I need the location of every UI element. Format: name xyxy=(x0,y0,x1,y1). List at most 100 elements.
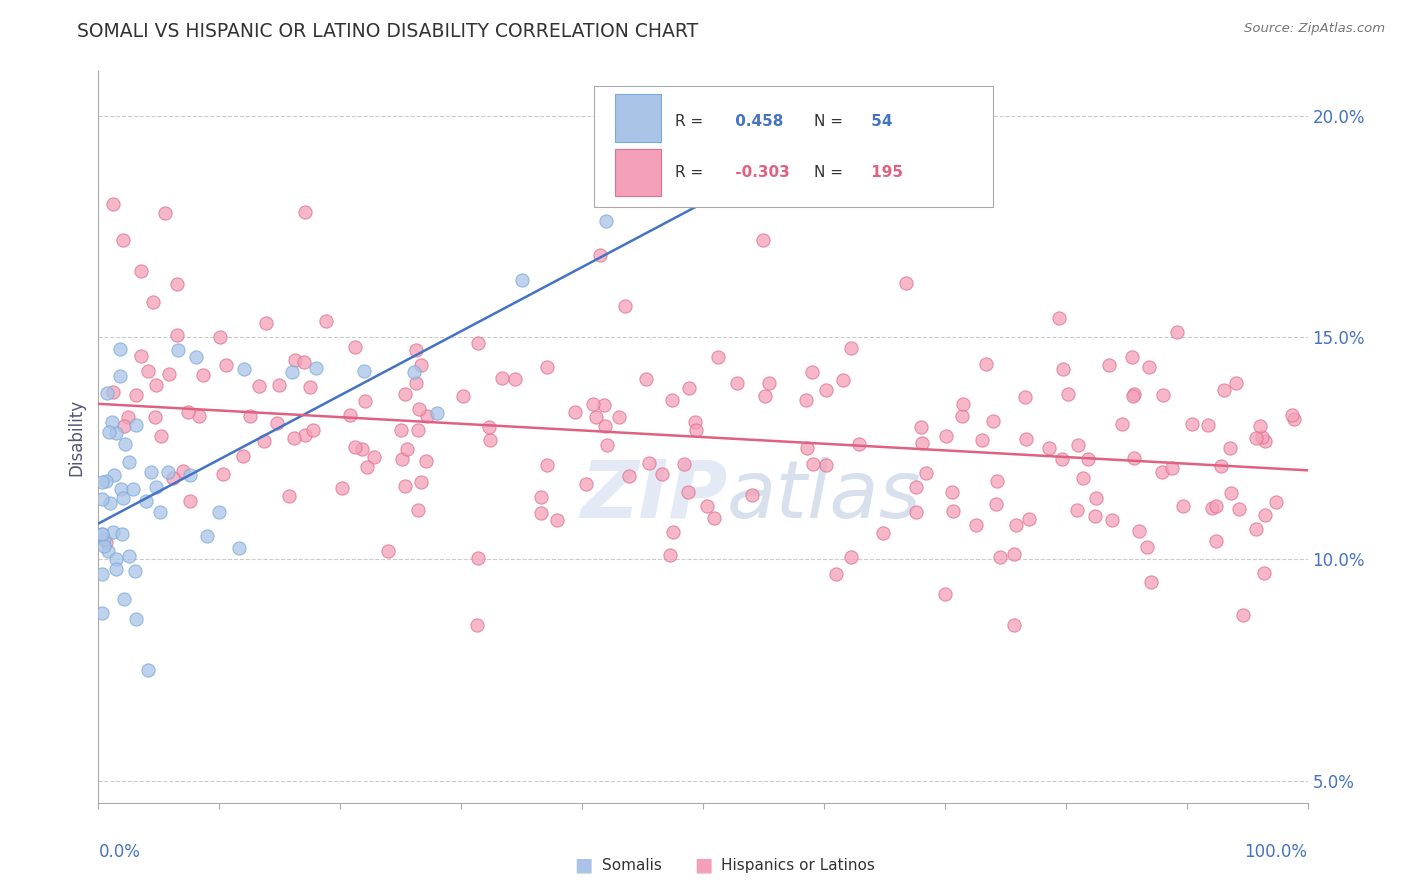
Point xyxy=(1205,533,1227,548)
Point xyxy=(758,376,780,390)
Point xyxy=(415,454,437,468)
Point xyxy=(105,426,128,441)
Point xyxy=(1264,494,1286,508)
Point xyxy=(546,513,568,527)
Text: ZIP: ZIP xyxy=(579,457,727,534)
Point xyxy=(141,465,163,479)
Point xyxy=(970,433,993,447)
Point xyxy=(814,458,837,472)
Point xyxy=(91,527,114,541)
Point xyxy=(479,433,502,447)
Point xyxy=(1057,387,1080,401)
Point xyxy=(125,417,148,432)
Point xyxy=(839,341,862,355)
Point xyxy=(344,440,367,454)
Point xyxy=(1205,500,1227,514)
Text: Hispanics or Latinos: Hispanics or Latinos xyxy=(721,858,875,872)
Point xyxy=(110,343,132,357)
Point xyxy=(93,539,115,553)
Point xyxy=(685,423,707,437)
Point xyxy=(725,376,748,390)
Point xyxy=(124,564,146,578)
Point xyxy=(284,352,307,367)
Point xyxy=(914,466,936,480)
Point xyxy=(111,233,134,247)
Point xyxy=(294,428,316,442)
Point xyxy=(1084,491,1107,505)
Point xyxy=(247,379,270,393)
Point xyxy=(582,396,605,410)
Point xyxy=(536,458,558,472)
Point xyxy=(408,402,430,417)
Point xyxy=(294,205,316,219)
Point xyxy=(1219,441,1241,455)
Point xyxy=(98,425,121,440)
Point xyxy=(305,360,328,375)
Point xyxy=(125,388,148,402)
Point xyxy=(110,482,132,496)
Point xyxy=(839,549,862,564)
Point xyxy=(754,389,776,403)
Point xyxy=(703,511,725,525)
Point xyxy=(575,477,598,491)
Point xyxy=(1211,458,1233,473)
Point xyxy=(409,358,432,372)
Point xyxy=(142,294,165,309)
Point xyxy=(752,233,775,247)
Point xyxy=(658,548,681,562)
Point xyxy=(935,429,957,443)
Point xyxy=(215,358,238,372)
Point xyxy=(974,358,997,372)
Point xyxy=(776,148,799,162)
Point xyxy=(111,527,134,541)
Point xyxy=(96,385,118,400)
Point xyxy=(986,474,1008,488)
Point xyxy=(1160,461,1182,475)
Point xyxy=(1111,417,1133,432)
Point xyxy=(904,505,927,519)
Point xyxy=(1244,523,1267,537)
Text: ■: ■ xyxy=(693,855,713,875)
Point xyxy=(1181,417,1204,431)
Point xyxy=(1101,513,1123,527)
Point xyxy=(683,415,706,429)
Point xyxy=(673,457,696,471)
Point xyxy=(1250,429,1272,443)
Point xyxy=(208,504,231,518)
Point xyxy=(103,468,125,483)
Text: N =: N = xyxy=(814,114,844,128)
Point xyxy=(619,469,641,483)
Point xyxy=(108,368,131,383)
Point xyxy=(91,567,114,582)
Point xyxy=(356,460,378,475)
Point xyxy=(1097,359,1119,373)
Point xyxy=(143,409,166,424)
Text: 0.458: 0.458 xyxy=(730,114,783,128)
Point xyxy=(103,525,125,540)
Point xyxy=(1225,376,1247,391)
Point xyxy=(1219,486,1241,500)
Text: 0.0%: 0.0% xyxy=(98,843,141,861)
Point xyxy=(339,409,361,423)
Point xyxy=(150,429,173,443)
Point xyxy=(832,373,855,387)
Point xyxy=(389,423,412,437)
Point xyxy=(614,300,637,314)
Point xyxy=(661,392,683,407)
Point xyxy=(467,618,489,632)
Point xyxy=(634,371,657,385)
Point xyxy=(315,313,337,327)
Point xyxy=(942,504,965,518)
Point xyxy=(112,419,135,434)
Text: R =: R = xyxy=(675,165,703,180)
Point xyxy=(984,497,1007,511)
Point xyxy=(153,206,176,220)
Point xyxy=(91,527,114,541)
Bar xyxy=(614,149,661,196)
Point xyxy=(98,496,121,510)
Point xyxy=(363,450,385,464)
Point xyxy=(179,493,201,508)
Point xyxy=(122,482,145,496)
Point xyxy=(131,349,153,363)
Point xyxy=(162,471,184,485)
